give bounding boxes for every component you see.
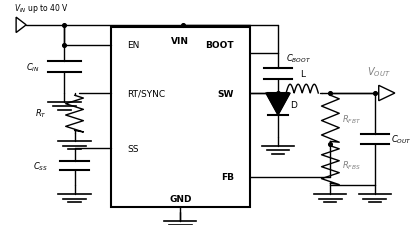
Text: $R_T$: $R_T$ <box>34 107 46 119</box>
Text: $C_{IN}$: $C_{IN}$ <box>26 61 40 74</box>
Text: L: L <box>299 69 304 78</box>
Text: EN: EN <box>127 41 139 50</box>
Text: RT/SYNC: RT/SYNC <box>127 89 165 98</box>
Text: GND: GND <box>169 194 191 203</box>
Bar <box>111 28 249 207</box>
Text: BOOT: BOOT <box>204 41 233 50</box>
Text: $V_{IN}$ up to 40 V: $V_{IN}$ up to 40 V <box>14 2 69 15</box>
Text: FB: FB <box>220 172 233 181</box>
Text: $C_{SS}$: $C_{SS}$ <box>33 160 48 172</box>
Text: $C_{OUT}$: $C_{OUT}$ <box>390 133 411 146</box>
Text: $C_{BOOT}$: $C_{BOOT}$ <box>285 53 311 65</box>
Text: $V_{OUT}$: $V_{OUT}$ <box>366 65 390 78</box>
Text: D: D <box>290 100 296 109</box>
Text: $R_{FBT}$: $R_{FBT}$ <box>342 112 361 125</box>
Text: VIN: VIN <box>171 37 189 45</box>
Text: SS: SS <box>127 144 138 153</box>
Polygon shape <box>16 18 26 33</box>
Text: $R_{FBS}$: $R_{FBS}$ <box>342 159 361 171</box>
Polygon shape <box>378 86 394 101</box>
Polygon shape <box>265 94 290 115</box>
Text: SW: SW <box>217 89 233 98</box>
